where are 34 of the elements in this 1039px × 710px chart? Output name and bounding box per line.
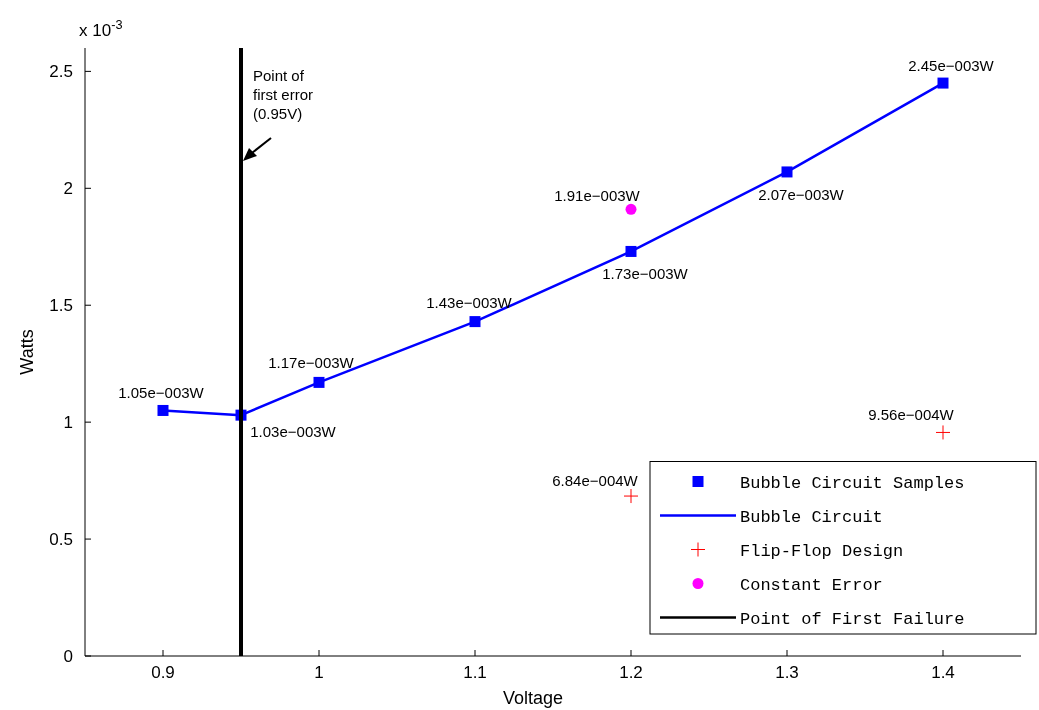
annotation: Point of first error (0.95V): [253, 66, 313, 122]
data-label: 1.17e−003W: [268, 354, 355, 372]
x-tick-label: 1: [314, 663, 324, 682]
data-label: 6.84e−004W: [552, 472, 639, 490]
data-label: 1.05e−003W: [118, 384, 205, 402]
y-tick-label: 0: [63, 647, 73, 666]
x-tick-label: 1.2: [619, 663, 643, 682]
legend-label: Point of First Failure: [740, 609, 965, 629]
data-label: 1.91e−003W: [554, 187, 641, 205]
data-label: 9.56e−004W: [868, 406, 955, 424]
legend-label: Flip-Flop Design: [740, 541, 904, 561]
point: [935, 424, 951, 440]
y-tick-label: 2: [63, 179, 73, 199]
data-label: 1.03e−003W: [250, 423, 337, 441]
data-label: 1.73e−003W: [602, 265, 689, 283]
legend-label: Bubble Circuit: [740, 507, 883, 527]
x-tick-label: 1.3: [775, 663, 799, 682]
data-label: 2.45e−003W: [908, 57, 995, 75]
legend-label: Bubble Circuit Samples: [740, 473, 965, 493]
legend-label: Constant Error: [740, 575, 883, 595]
text: x 10$^{-3}$: [79, 16, 123, 40]
point: [625, 203, 637, 215]
point: [623, 488, 639, 504]
x-tick-label: 0.9: [151, 663, 175, 682]
y-tick-label: 1: [63, 413, 73, 433]
data-label: 2.07e−003W: [758, 185, 845, 203]
x-tick-label: 1.1: [463, 663, 487, 682]
y-tick-label: 1.5: [49, 296, 73, 316]
x-axis-title: Voltage: [502, 688, 564, 708]
x-tick-label: 1.4: [931, 663, 955, 682]
data-label: 1.43e−003W: [426, 293, 513, 311]
y-axis-title: Watts: [17, 329, 37, 375]
y-tick-label: 2.5: [49, 62, 73, 82]
y-tick-label: 0.5: [49, 530, 73, 550]
